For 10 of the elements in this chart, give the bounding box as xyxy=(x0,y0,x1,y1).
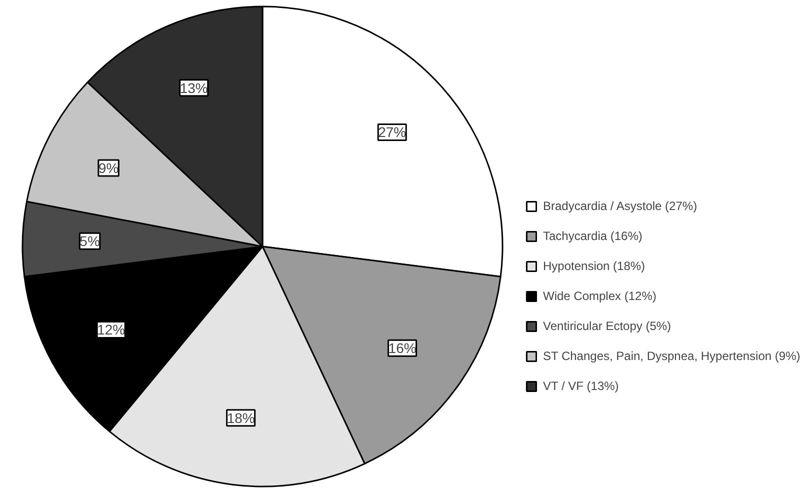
legend-label: VT / VF (13%) xyxy=(543,379,619,393)
legend-label: Ventiricular Ectopy (5%) xyxy=(543,319,672,333)
legend-label: Bradycardia / Asystole (27%) xyxy=(543,199,698,213)
data-label: 12% xyxy=(97,322,126,338)
legend-label: Hypotension (18%) xyxy=(543,259,646,273)
legend-label: Tachycardia (16%) xyxy=(543,229,642,243)
legend-label: ST Changes, Pain, Dyspnea, Hypertension (9%) xyxy=(543,349,800,363)
data-label: 13% xyxy=(180,80,208,96)
data-label: 27% xyxy=(378,124,406,140)
legend-label: Wide Complex (12%) xyxy=(543,289,656,303)
